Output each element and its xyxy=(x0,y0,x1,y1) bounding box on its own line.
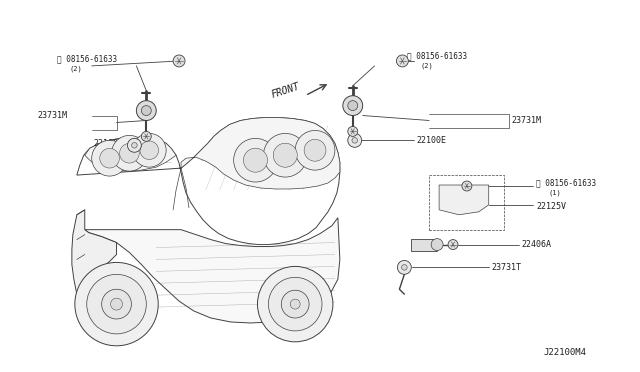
Circle shape xyxy=(348,134,362,147)
Text: (1): (1) xyxy=(548,190,561,196)
Circle shape xyxy=(132,134,166,167)
Polygon shape xyxy=(439,185,489,215)
Circle shape xyxy=(273,143,297,167)
Text: J22100M4: J22100M4 xyxy=(543,348,586,357)
Circle shape xyxy=(431,238,443,250)
Circle shape xyxy=(290,299,300,309)
Text: (2): (2) xyxy=(420,62,433,69)
Circle shape xyxy=(448,240,458,250)
Circle shape xyxy=(100,148,120,168)
Circle shape xyxy=(127,138,141,152)
Text: Ⓑ 08156-61633: Ⓑ 08156-61633 xyxy=(57,54,117,64)
Circle shape xyxy=(140,141,159,160)
Circle shape xyxy=(397,260,412,274)
Circle shape xyxy=(462,181,472,191)
Circle shape xyxy=(264,134,307,177)
Circle shape xyxy=(120,144,140,163)
Circle shape xyxy=(257,266,333,342)
Bar xyxy=(429,175,504,230)
Circle shape xyxy=(111,135,147,171)
Circle shape xyxy=(348,126,358,137)
Circle shape xyxy=(282,290,309,318)
Circle shape xyxy=(304,140,326,161)
Text: Ⓑ 08156-61633: Ⓑ 08156-61633 xyxy=(536,179,596,187)
Circle shape xyxy=(352,138,358,143)
Polygon shape xyxy=(84,218,340,323)
Text: 22406A: 22406A xyxy=(522,240,552,249)
Circle shape xyxy=(102,289,131,319)
Polygon shape xyxy=(412,238,437,250)
Circle shape xyxy=(136,101,156,121)
Circle shape xyxy=(343,96,363,116)
Text: (2): (2) xyxy=(70,65,83,72)
Text: 22125V: 22125V xyxy=(536,202,566,211)
Circle shape xyxy=(234,138,277,182)
Circle shape xyxy=(92,140,127,176)
Polygon shape xyxy=(181,118,340,189)
Text: 22100E: 22100E xyxy=(416,136,446,145)
Text: Ⓑ 08156-61633: Ⓑ 08156-61633 xyxy=(407,51,467,61)
Text: 23731M: 23731M xyxy=(37,111,67,120)
Circle shape xyxy=(348,101,358,110)
Polygon shape xyxy=(72,210,116,294)
Circle shape xyxy=(87,274,147,334)
Circle shape xyxy=(401,264,407,270)
Circle shape xyxy=(173,55,185,67)
Circle shape xyxy=(132,142,137,148)
Circle shape xyxy=(141,131,151,141)
Circle shape xyxy=(295,131,335,170)
Circle shape xyxy=(141,106,151,116)
Polygon shape xyxy=(77,118,340,244)
Text: 23731T: 23731T xyxy=(492,263,522,272)
Circle shape xyxy=(396,55,408,67)
Polygon shape xyxy=(84,137,176,171)
Circle shape xyxy=(75,262,158,346)
Text: FRONT: FRONT xyxy=(270,81,301,100)
Text: 22100E: 22100E xyxy=(93,139,124,148)
Text: 23731M: 23731M xyxy=(511,116,541,125)
Circle shape xyxy=(268,277,322,331)
Circle shape xyxy=(243,148,268,172)
Circle shape xyxy=(111,298,122,310)
